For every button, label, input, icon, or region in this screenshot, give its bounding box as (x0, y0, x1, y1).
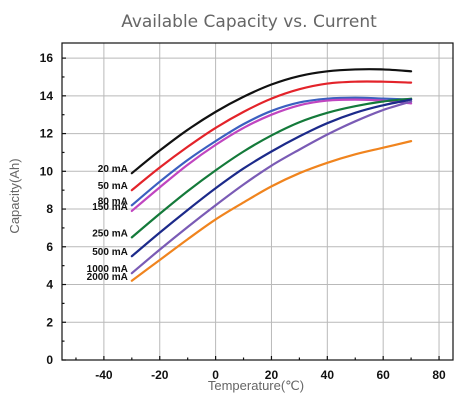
y-tick-label: 2 (46, 315, 53, 329)
plot-frame (61, 42, 454, 361)
y-tick-label: 14 (40, 89, 54, 103)
y-tick-label: 8 (46, 202, 53, 216)
series-label: 80 mA (98, 196, 128, 207)
chart-title: Available Capacity vs. Current (121, 12, 377, 32)
y-axis-label: Capacity(Ah) (7, 158, 22, 233)
series-line-150-ma (130, 98, 413, 213)
axis-ticks: -40 -20 0 20 40 60 80 0 2 4 6 8 10 12 14 16 (40, 51, 446, 382)
x-tick-label: 60 (376, 368, 390, 382)
x-tick-label: 40 (321, 368, 335, 382)
series-label: 1000 mA (87, 264, 128, 275)
series-line-20-ma (130, 68, 413, 175)
y-tick-label: 0 (46, 353, 53, 367)
y-tick-label: 10 (40, 164, 54, 178)
series-line-500-ma (130, 98, 413, 258)
grid (62, 43, 453, 360)
series-label: 500 mA (92, 247, 128, 258)
series-label: 20 mA (98, 164, 128, 175)
x-axis-label: Temperature(℃) (208, 378, 304, 393)
y-tick-label: 12 (40, 127, 54, 141)
series-line-80-ma (130, 96, 413, 207)
series-label: 250 mA (92, 228, 128, 239)
series-label: 50 mA (98, 181, 128, 192)
series-label: 2000 mA (87, 272, 128, 283)
y-tick-label: 16 (40, 51, 54, 65)
series-group (130, 68, 413, 282)
x-tick-label: 0 (212, 368, 219, 382)
series-label: 150 mA (92, 202, 128, 213)
series-line-250-ma (130, 97, 413, 239)
series-line-2000-ma (130, 140, 413, 282)
y-tick-label: 6 (46, 240, 53, 254)
x-tick-label: 80 (432, 368, 446, 382)
series-line-50-ma (130, 80, 413, 192)
x-tick-label: -40 (95, 368, 113, 382)
x-tick-label: 20 (265, 368, 279, 382)
series-line-1000-ma (130, 100, 413, 275)
y-tick-label: 4 (46, 278, 53, 292)
x-tick-label: -20 (151, 368, 169, 382)
